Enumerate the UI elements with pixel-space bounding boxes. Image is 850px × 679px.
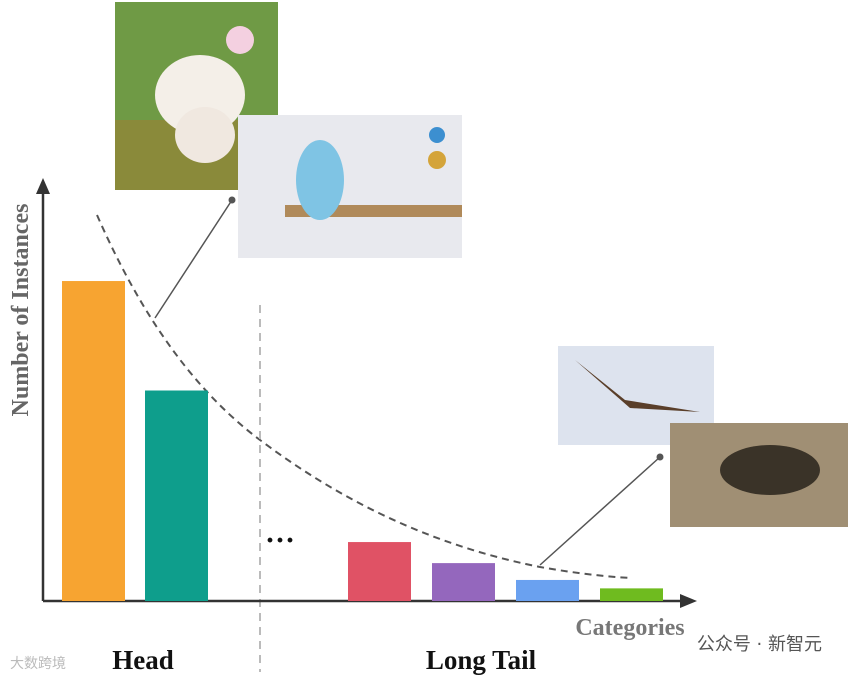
bar — [145, 390, 208, 601]
x-axis-arrow — [680, 594, 697, 608]
ellipsis: ··· — [265, 524, 295, 557]
bar — [600, 588, 663, 601]
y-axis-arrow — [36, 178, 50, 194]
bar — [348, 542, 411, 601]
x-axis-label: Categories — [575, 615, 684, 641]
watermark: 大数跨境 — [10, 656, 66, 672]
tail-label: Long Tail — [426, 645, 537, 675]
trend-curve — [96, 214, 633, 579]
y-axis-label: Number of Instances — [8, 204, 34, 417]
bar — [62, 281, 125, 601]
boar-photo — [670, 423, 848, 527]
watermark: 公众号 · 新智元 — [697, 634, 822, 655]
parakeet-photo — [238, 115, 462, 258]
connector — [154, 199, 233, 319]
head-label: Head — [112, 645, 174, 675]
bar — [432, 563, 495, 601]
connector-dot — [228, 196, 236, 204]
connector-dot — [656, 453, 664, 461]
connector — [539, 456, 661, 566]
bar — [516, 579, 579, 601]
